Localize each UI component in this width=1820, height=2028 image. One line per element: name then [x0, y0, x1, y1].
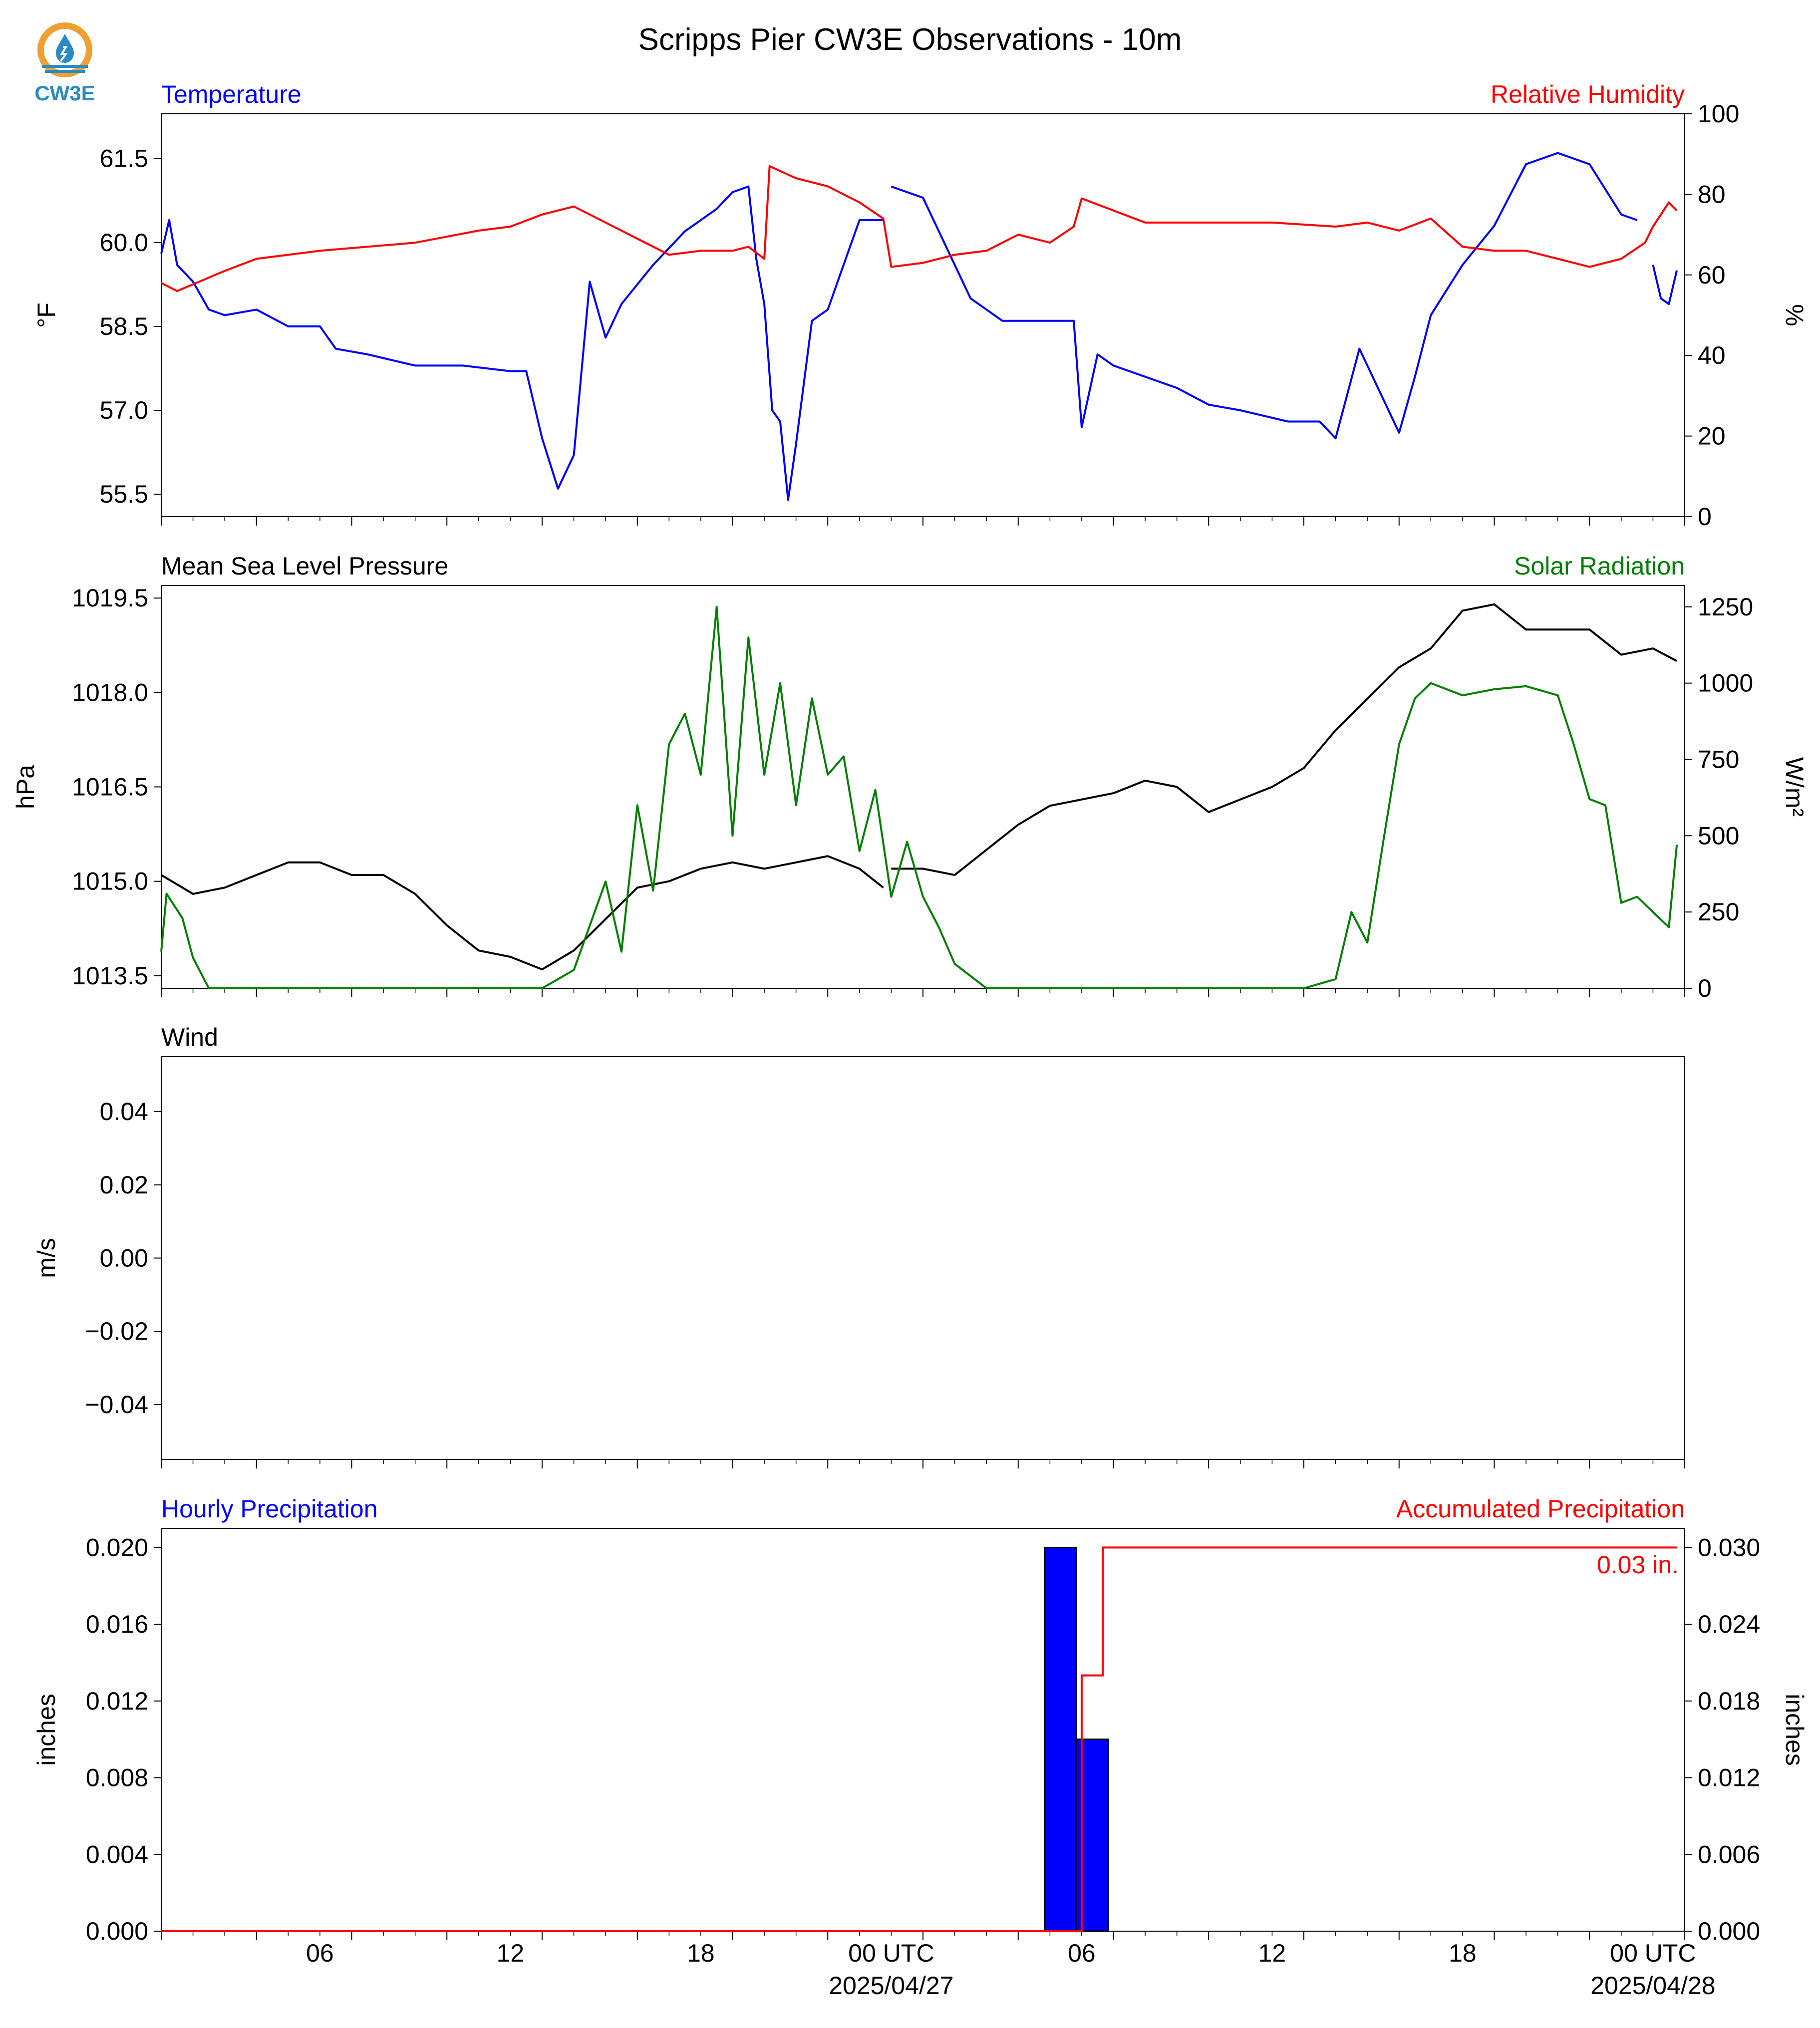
pressure-left-title: Mean Sea Level Pressure	[161, 552, 448, 580]
x-tick-label: 18	[1449, 1939, 1477, 1967]
wind-left-title: Wind	[161, 1023, 218, 1051]
precip-right-tick-label: 0.006	[1698, 1840, 1760, 1868]
mean-sea-level-pressure-line	[160, 855, 884, 971]
accumulated-precip-line	[161, 1546, 1677, 1932]
precip-left-tick-label: 0.008	[86, 1764, 148, 1792]
pressure-right-title: Solar Radiation	[1514, 552, 1685, 580]
x-tick-label: 18	[687, 1939, 715, 1967]
precip-left-ylabel: inches	[32, 1694, 60, 1766]
temperature-right-title: Relative Humidity	[1491, 80, 1685, 108]
pressure-right-tick-label: 0	[1698, 974, 1712, 1002]
x-tick-label: 00 UTC	[848, 1939, 934, 1967]
precip-left-tick-label: 0.012	[86, 1687, 148, 1715]
wind-plot-frame	[161, 1056, 1685, 1460]
precip-left-tick-label: 0.016	[86, 1610, 148, 1638]
pressure-right-ylabel: W/m²	[1781, 757, 1809, 817]
precip-right-ylabel: inches	[1781, 1694, 1809, 1766]
wind-left-ylabel: m/s	[32, 1238, 60, 1278]
pressure-left-tick-label: 1015.0	[72, 868, 148, 895]
pressure-left-tick-label: 1018.0	[72, 678, 148, 706]
x-tick-label: 06	[306, 1939, 334, 1967]
precip-right-tick-label: 0.030	[1698, 1533, 1760, 1561]
x-date-label: 2025/04/27	[829, 1972, 953, 2000]
logo-text: CW3E	[34, 81, 95, 105]
pressure-left-tick-label: 1013.5	[72, 962, 148, 990]
logo-emblem	[37, 22, 92, 77]
temperature-right-tick-label: 40	[1698, 341, 1726, 369]
temperature-right-tick-label: 80	[1698, 180, 1726, 208]
temperature-left-tick-label: 61.5	[100, 145, 148, 173]
precip-left-tick-label: 0.020	[86, 1533, 148, 1561]
wind-left-tick-label: 0.02	[100, 1171, 148, 1199]
temperature-left-tick-label: 57.0	[100, 396, 148, 424]
temperature-end-line	[1652, 265, 1678, 305]
pressure-left-tick-label: 1016.5	[72, 773, 148, 801]
pressure-right-tick-label: 750	[1698, 745, 1739, 773]
pressure-plot-frame	[161, 585, 1685, 989]
mean-sea-level-pressure-cont-line	[891, 603, 1678, 876]
precip-right-tick-label: 0.024	[1698, 1610, 1760, 1638]
x-date-label: 2025/04/28	[1590, 1972, 1715, 2000]
wind-left-tick-label: −0.02	[85, 1317, 148, 1345]
x-tick-label: 12	[497, 1939, 525, 1967]
pressure-left-tick-label: 1019.5	[72, 584, 148, 612]
temperature-plot-frame	[161, 113, 1685, 517]
figure-title: Scripps Pier CW3E Observations - 10m	[638, 22, 1182, 57]
pressure-right-tick-label: 500	[1698, 822, 1739, 850]
precip-left-title: Hourly Precipitation	[161, 1495, 378, 1523]
precip-right-tick-label: 0.018	[1698, 1687, 1760, 1715]
solar-radiation-line	[160, 605, 1678, 989]
cw3e-logo: CW3E	[30, 19, 100, 105]
x-tick-label: 06	[1068, 1939, 1096, 1967]
pressure-left-ylabel: hPa	[11, 765, 39, 809]
temperature-right-tick-label: 60	[1698, 261, 1726, 289]
temperature-cont-line	[891, 152, 1638, 440]
precip-left-tick-label: 0.000	[86, 1917, 148, 1945]
temperature-left-tick-label: 58.5	[100, 312, 148, 340]
temperature-right-ylabel: %	[1781, 304, 1809, 326]
precip-total-annotation: 0.03 in.	[1597, 1551, 1679, 1579]
precip-right-title: Accumulated Precipitation	[1396, 1495, 1685, 1523]
wind-left-tick-label: 0.00	[100, 1244, 148, 1272]
precip-right-tick-label: 0.000	[1698, 1917, 1760, 1945]
temperature-right-tick-label: 100	[1698, 100, 1739, 128]
precip-right-tick-label: 0.012	[1698, 1764, 1760, 1792]
temperature-left-tick-label: 55.5	[100, 480, 148, 508]
pressure-right-tick-label: 1000	[1698, 669, 1753, 697]
temperature-left-tick-label: 60.0	[100, 229, 148, 257]
x-tick-label: 12	[1258, 1939, 1286, 1967]
temperature-line	[160, 185, 884, 501]
temperature-left-ylabel: °F	[32, 302, 60, 328]
pressure-right-tick-label: 250	[1698, 898, 1739, 926]
precip-bar	[1044, 1546, 1077, 1932]
wind-left-tick-label: −0.04	[85, 1391, 148, 1419]
temperature-right-tick-label: 20	[1698, 422, 1726, 450]
precip-left-tick-label: 0.004	[86, 1840, 148, 1868]
wind-left-tick-label: 0.04	[100, 1098, 148, 1126]
temperature-left-title: Temperature	[161, 80, 302, 108]
temperature-right-tick-label: 0	[1698, 503, 1712, 531]
pressure-right-tick-label: 1250	[1698, 593, 1753, 621]
precip-plot-frame	[161, 1528, 1685, 1932]
x-tick-label: 00 UTC	[1610, 1939, 1696, 1967]
relative-humidity-line	[161, 165, 1678, 292]
